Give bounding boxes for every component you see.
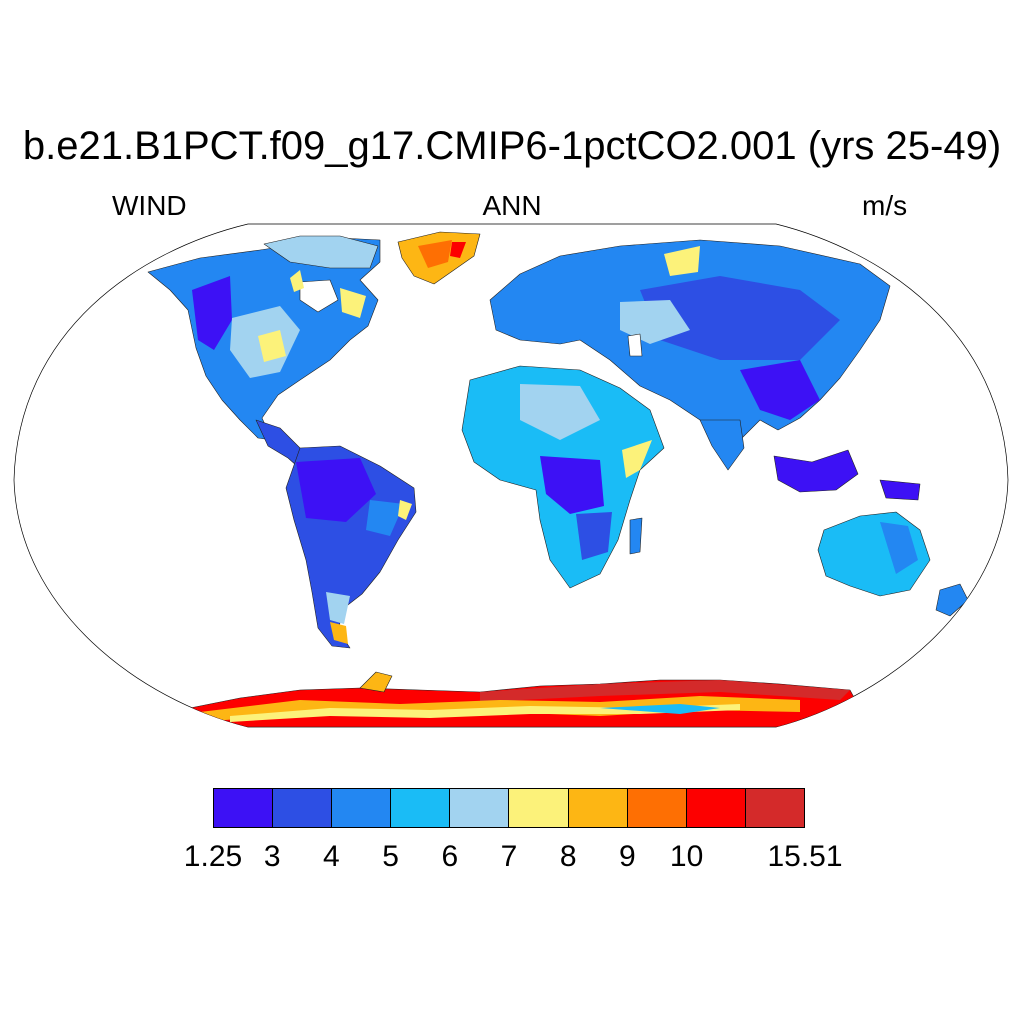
colorbar-swatch [214, 789, 274, 827]
amazon [296, 458, 376, 522]
central-asia [620, 300, 690, 344]
colorbar-swatch [509, 789, 569, 827]
colorbar-swatch [391, 789, 451, 827]
colorbar-tick-label: 9 [619, 840, 636, 873]
na-west [192, 276, 232, 350]
hudson-bay [299, 279, 339, 313]
colorbar-swatch [745, 789, 804, 827]
colorbar-swatch [450, 789, 510, 827]
east-africa [576, 512, 612, 560]
tierra-del-fuego [330, 622, 348, 644]
indonesia [773, 449, 859, 493]
indonesia-east [879, 479, 921, 501]
colorbar-swatch [273, 789, 333, 827]
madagascar [629, 517, 643, 555]
sa-east-coast [398, 500, 412, 520]
greenland-core [418, 240, 452, 268]
colorbar-tick-label: 1.25 [183, 840, 243, 873]
plot-title: b.e21.B1PCT.f09_g17.CMIP6-1pctCO2.001 (y… [22, 124, 1002, 168]
colorbar-tick-label: 5 [382, 840, 399, 873]
horn-of-africa [622, 440, 652, 478]
antarctica-coast [480, 680, 850, 702]
colorbar-tick-label: 15.51 [767, 840, 843, 873]
australia-east [880, 522, 918, 574]
units-label: m/s [862, 190, 908, 221]
greenland-peak [450, 242, 466, 258]
caspian-sea [627, 333, 643, 357]
variable-label: WIND [112, 190, 187, 221]
season-label: ANN [482, 190, 542, 221]
labrador [340, 288, 366, 318]
colorbar-swatch [686, 789, 746, 827]
arctic-coast [664, 246, 700, 276]
colorbar-tick-label: 8 [559, 840, 577, 873]
colorbar-tick-label: 3 [263, 840, 281, 873]
sa-east [366, 500, 404, 536]
india [699, 419, 745, 471]
colorbar-tick-label: 7 [500, 840, 518, 873]
colorbar [213, 788, 805, 828]
antarctica-band-3 [600, 704, 720, 714]
patagonia [326, 592, 350, 624]
colorbar-tick-label: 10 [669, 840, 704, 873]
na-central [258, 330, 286, 362]
colorbar-swatch [568, 789, 628, 827]
china [740, 360, 820, 420]
sahara [520, 384, 600, 440]
hudson-rim [290, 270, 304, 292]
colorbar-swatch [627, 789, 687, 827]
new-zealand [935, 583, 969, 617]
antarctic-peninsula [359, 671, 393, 693]
siberia [640, 276, 840, 360]
congo [540, 456, 604, 514]
colorbar-tick-label: 4 [323, 840, 340, 873]
arctic-islands [263, 235, 379, 269]
colorbar-swatch [332, 789, 392, 827]
colorbar-tick-label: 6 [441, 840, 459, 873]
